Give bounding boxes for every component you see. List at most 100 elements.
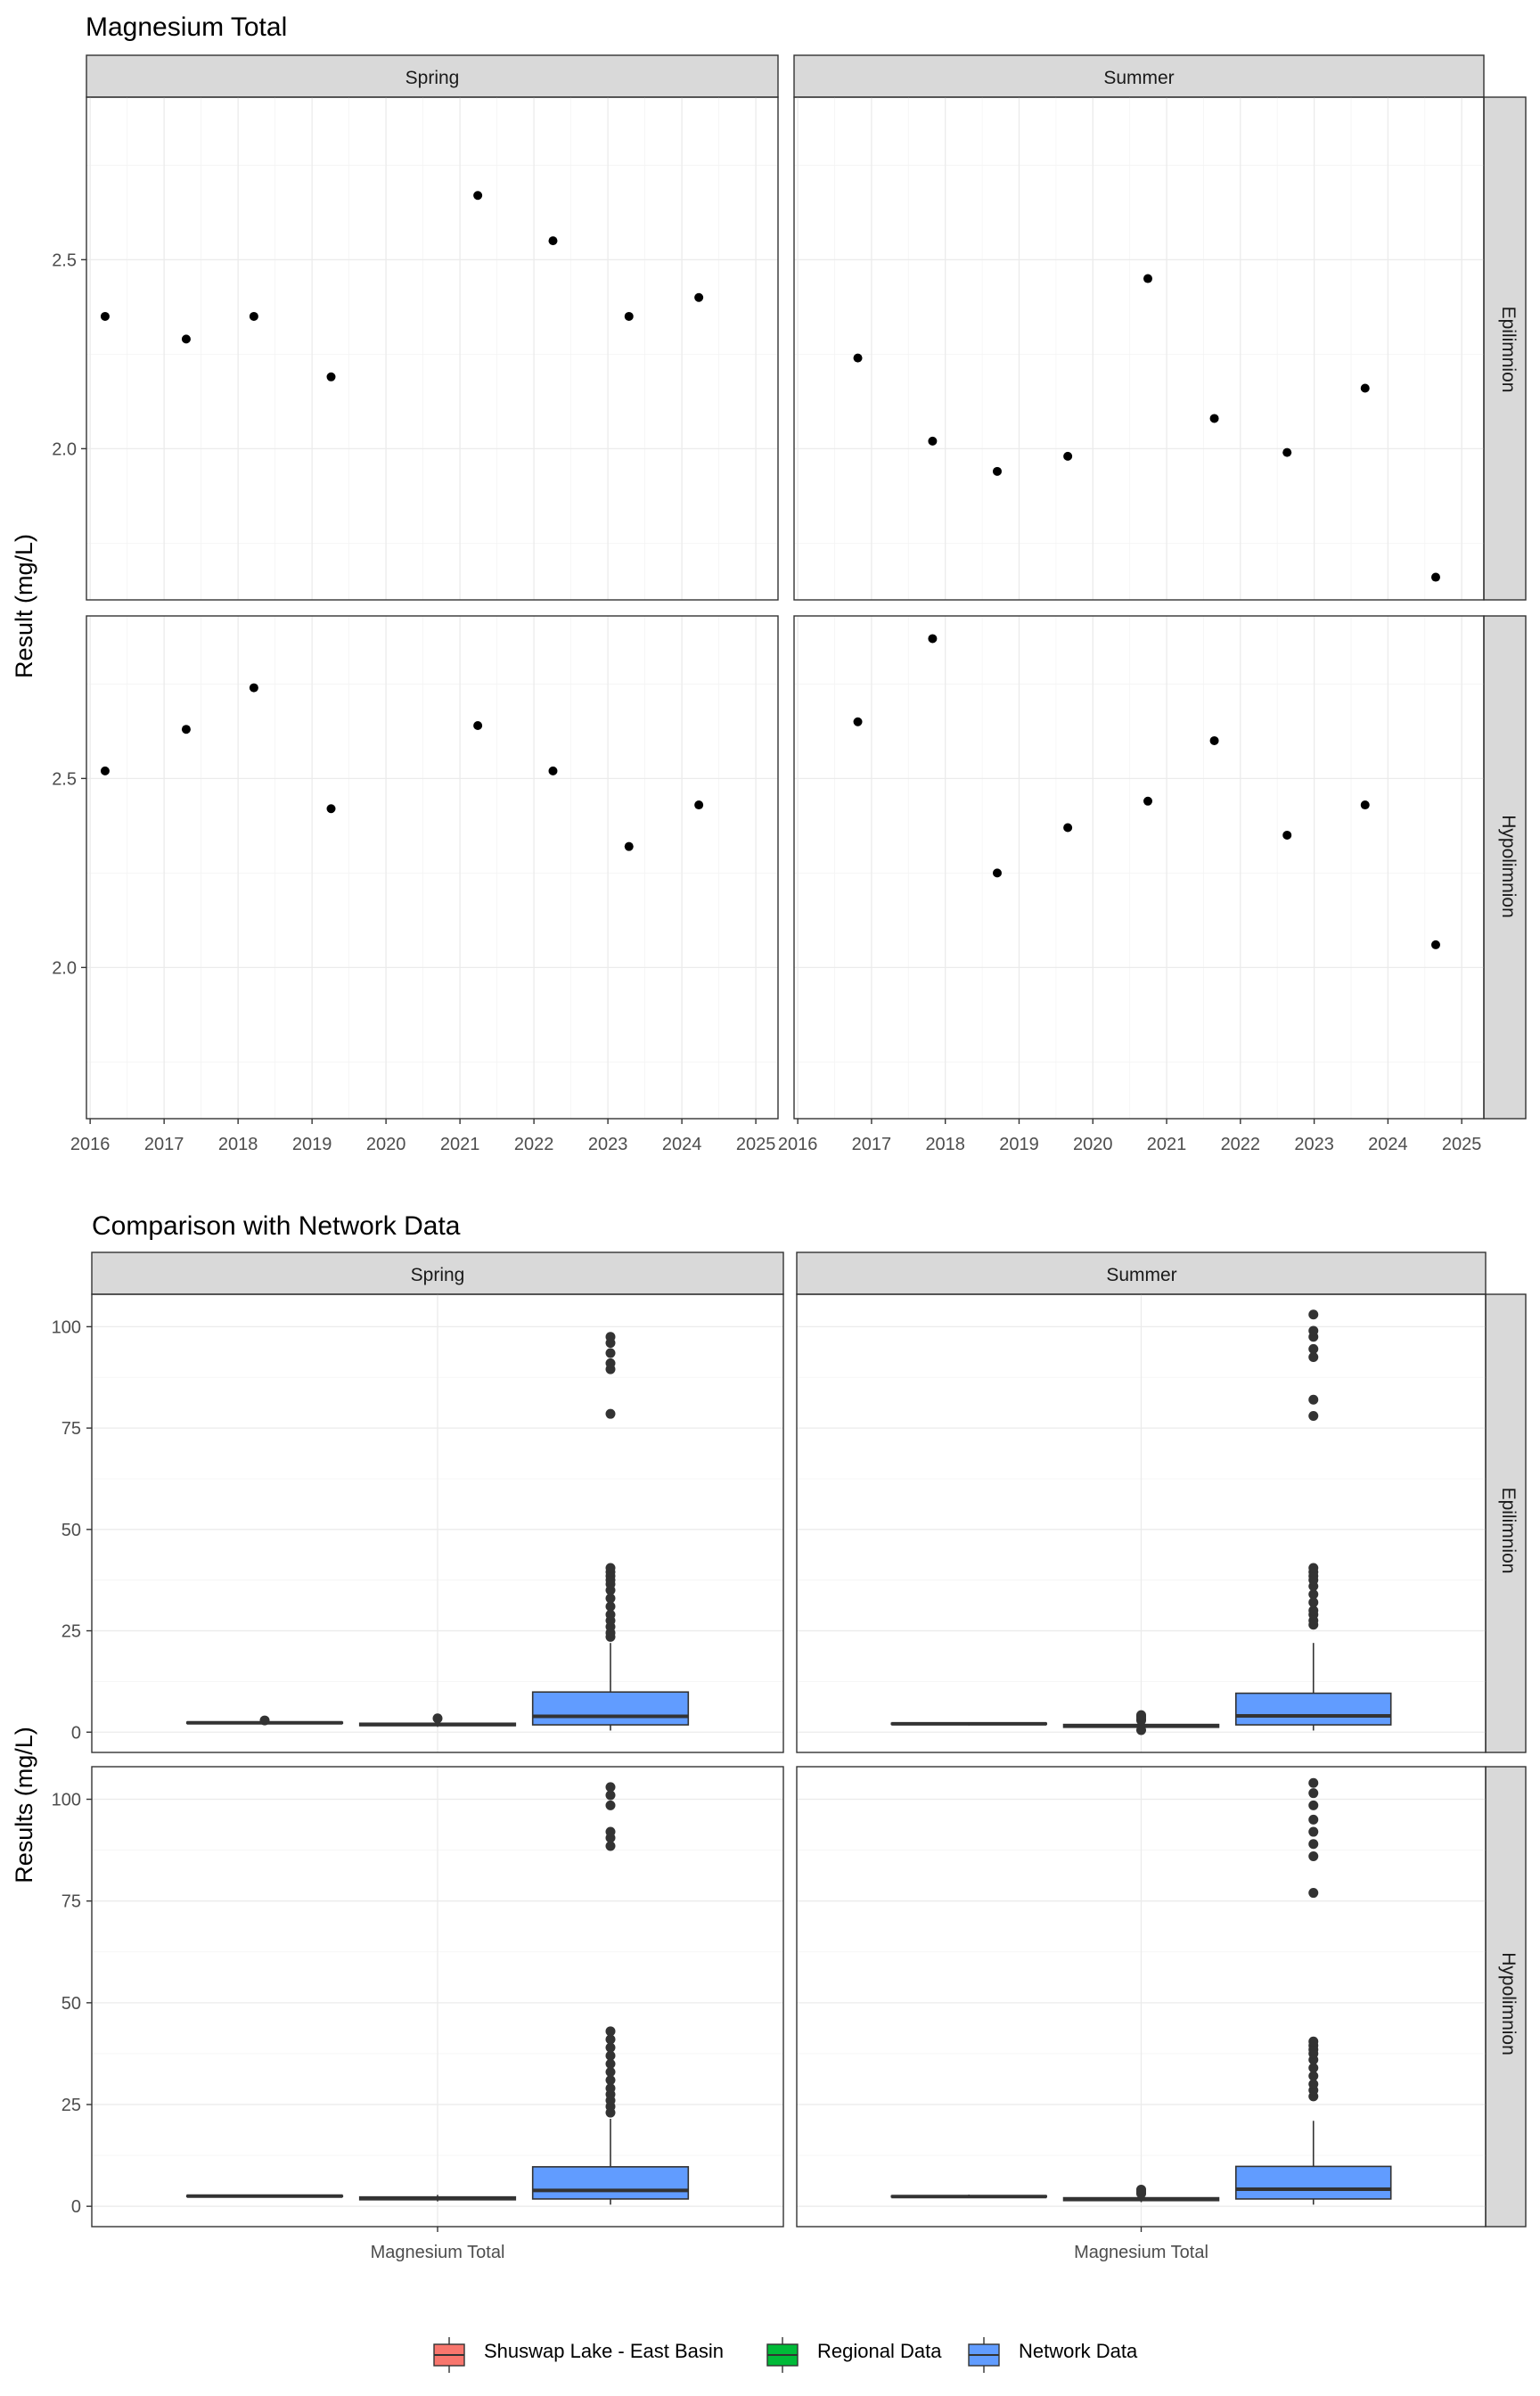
outlier-point (605, 1408, 616, 1419)
x-tick-label: 2023 (1294, 1135, 1334, 1154)
outlier-point (605, 2075, 616, 2086)
x-tick-label: 2021 (440, 1135, 480, 1154)
data-point (694, 800, 704, 810)
outlier-point (432, 1713, 443, 1724)
data-point (1430, 940, 1440, 949)
box-network (531, 1782, 690, 2205)
data-point (1282, 447, 1292, 457)
panel (793, 96, 1485, 601)
data-point (1063, 823, 1073, 833)
data-point (1360, 383, 1370, 393)
outlier-point (605, 1790, 616, 1801)
box-body (1234, 2165, 1392, 2200)
x-tick-label: 2019 (292, 1135, 332, 1154)
outlier-point (1308, 2079, 1319, 2089)
panel (91, 1293, 784, 1753)
outlier-point (259, 1715, 270, 1726)
chart-1: Magnesium Total Result (mg/L) Spring Summ… (11, 12, 1527, 1154)
box-regional (358, 2195, 517, 2202)
y-tick-label: 75 (61, 1892, 81, 1912)
y-tick-label: 2.5 (52, 250, 77, 270)
data-point (694, 292, 704, 302)
chart-1-y-axis-title: Result (mg/L) (11, 534, 37, 678)
outlier-point (1308, 1888, 1319, 1899)
outlier-point (1308, 1410, 1319, 1421)
outlier-point (605, 1826, 616, 1837)
chart-2: Comparison with Network Data Results (mg… (11, 1211, 1527, 2262)
data-point (249, 311, 258, 321)
outlier-point (1136, 1725, 1146, 1735)
data-point (1430, 572, 1440, 582)
box-network (1234, 1777, 1392, 2205)
box-shuswap (890, 2195, 1048, 2199)
data-point (624, 311, 634, 321)
data-point (928, 634, 938, 644)
legend-label-network: Network Data (1019, 2340, 1138, 2362)
legend-label-regional: Regional Data (817, 2340, 942, 2362)
y-tick-label: 25 (61, 1622, 81, 1642)
outlier-point (605, 1601, 616, 1612)
data-point (548, 236, 558, 246)
outlier-point (605, 1563, 616, 1573)
y-tick-label: 2.0 (52, 439, 77, 459)
data-point (100, 766, 110, 775)
outlier-point (1308, 1839, 1319, 1850)
outlier-point (605, 1800, 616, 1810)
outlier-point (605, 1332, 616, 1342)
panel-border (793, 96, 1485, 601)
outlier-point (605, 2066, 616, 2077)
box-regional (358, 1713, 517, 1727)
panel (86, 615, 779, 1120)
outlier-point (1308, 1788, 1319, 1799)
data-point (853, 353, 863, 363)
strip-box (1483, 615, 1527, 1120)
x-tick-label: 2023 (588, 1135, 628, 1154)
outlier-point (1308, 1309, 1319, 1320)
chart-2-title: Comparison with Network Data (92, 1211, 461, 1241)
chart-2-strip-hypolimnion: Hypolimnion (1498, 1952, 1519, 2055)
outlier-point (605, 2034, 616, 2045)
panel-border (91, 1293, 784, 1753)
box-regional (1062, 2184, 1220, 2203)
outlier-point (605, 2058, 616, 2069)
panel-border (86, 615, 779, 1120)
panel (796, 1293, 1487, 1753)
box-body (1234, 1692, 1392, 1726)
chart-1-title: Magnesium Total (86, 12, 287, 42)
y-tick-label: 100 (52, 1317, 81, 1337)
chart-1-strip-spring: Spring (405, 68, 460, 88)
x-tick-label: 2022 (514, 1135, 554, 1154)
box-shuswap (185, 2194, 344, 2198)
panel-border (793, 615, 1485, 1120)
outlier-point (1308, 1826, 1319, 1837)
outlier-point (605, 1348, 616, 1358)
legend: Shuswap Lake - East Basin Regional Data Ne… (433, 2337, 1138, 2373)
panel (796, 1766, 1487, 2228)
x-tick-label: 2019 (999, 1135, 1039, 1154)
x-tick-label: 2021 (1147, 1135, 1187, 1154)
y-tick-label: 50 (61, 1521, 81, 1540)
x-tick-label: Magnesium Total (371, 2243, 505, 2262)
box-body (531, 1691, 690, 1726)
strip-box (1485, 1766, 1527, 2228)
outlier-point (1308, 1605, 1319, 1616)
data-point (1143, 274, 1153, 283)
data-point (1282, 830, 1292, 840)
outlier-point (1308, 1814, 1319, 1825)
data-point (181, 725, 191, 734)
chart-2-strip-spring: Spring (411, 1265, 465, 1285)
data-point (992, 868, 1002, 878)
outlier-point (1136, 2184, 1146, 2195)
data-point (992, 466, 1002, 476)
outlier-point (1308, 1777, 1319, 1788)
data-point (181, 334, 191, 344)
data-point (1360, 800, 1370, 810)
data-point (548, 766, 558, 775)
panel-border (796, 1293, 1487, 1753)
panel-border (86, 96, 779, 601)
outlier-point (605, 2026, 616, 2037)
outlier-point (1308, 2063, 1319, 2073)
outlier-point (605, 2050, 616, 2061)
data-point (473, 191, 483, 201)
chart-1-strip-epilimnion: Epilimnion (1498, 307, 1519, 393)
